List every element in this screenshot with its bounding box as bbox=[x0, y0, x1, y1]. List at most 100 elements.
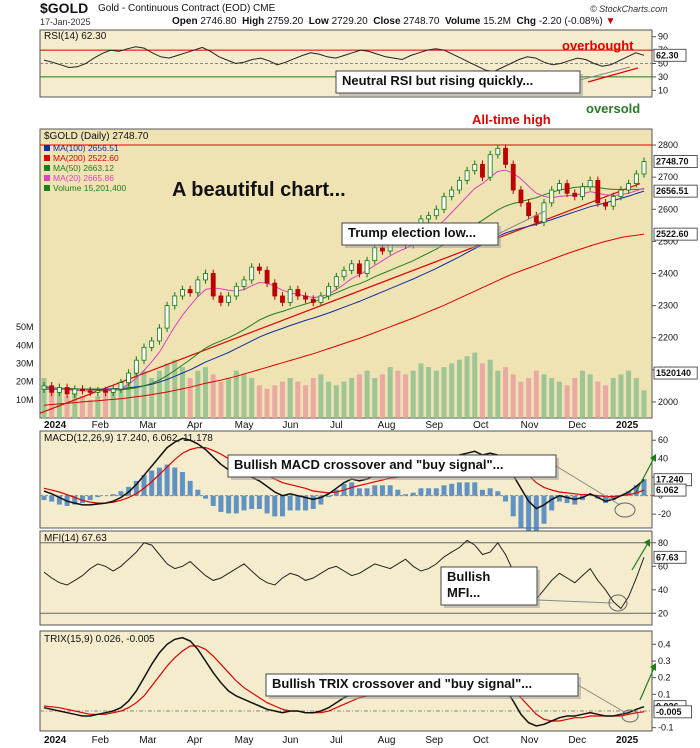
volume-bar bbox=[564, 385, 570, 418]
price-tick-label: 2300 bbox=[658, 301, 678, 311]
low-label: Low bbox=[308, 16, 329, 27]
close-label: Close bbox=[373, 16, 401, 27]
price-tick-label: 2000 bbox=[658, 397, 678, 407]
macd-value-label: 17.240 bbox=[656, 475, 684, 485]
price-value-label-box bbox=[653, 227, 698, 241]
macd-histogram-bar bbox=[503, 495, 509, 502]
candle-body bbox=[256, 266, 262, 271]
volume-bar bbox=[395, 370, 401, 418]
volume-bar bbox=[87, 399, 93, 418]
volume-bar bbox=[495, 370, 501, 418]
macd-histogram-bar bbox=[379, 485, 385, 496]
volume-bar bbox=[249, 378, 255, 418]
macd-histogram-bar bbox=[518, 495, 524, 529]
chart-header: $GOLD Gold - Continuous Contract (EOD) C… bbox=[0, 0, 700, 30]
candle-body bbox=[133, 359, 139, 374]
macd-histogram-bar bbox=[279, 495, 285, 517]
macd-histogram-bar bbox=[495, 491, 501, 496]
volume-bar bbox=[426, 367, 432, 418]
mfi-panel bbox=[39, 530, 653, 626]
candle-body bbox=[303, 295, 308, 300]
price-value-label: 2522.60 bbox=[656, 229, 689, 239]
candle-body bbox=[164, 305, 170, 329]
volume-bar bbox=[618, 374, 624, 418]
price-tick-label: 2800 bbox=[658, 140, 678, 150]
volume-bar bbox=[318, 374, 324, 418]
mfi-callout-text: MFI... bbox=[447, 585, 480, 600]
volume-bar bbox=[72, 392, 78, 418]
price-tick-label: 2200 bbox=[658, 333, 678, 343]
price-x-tick-label: Mar bbox=[139, 420, 157, 431]
candle-body bbox=[456, 179, 462, 191]
candle-body bbox=[249, 266, 255, 281]
volume-bar bbox=[326, 381, 332, 418]
volume-bar bbox=[641, 390, 647, 418]
candle-body bbox=[641, 161, 647, 175]
volume-bar bbox=[541, 374, 547, 418]
candle-body bbox=[87, 390, 93, 393]
price-x-tick-label: Sep bbox=[425, 420, 443, 431]
mfi-low-circle bbox=[608, 594, 628, 612]
macd-histogram-bar bbox=[487, 488, 493, 496]
trix-x-tick-label: Aug bbox=[378, 735, 396, 746]
price-x-tick-label: Nov bbox=[521, 420, 539, 431]
volume-bar bbox=[349, 378, 355, 418]
trix-callout-box bbox=[265, 673, 579, 697]
macd-histogram-bar bbox=[533, 495, 539, 538]
price-value-label: 2656.51 bbox=[656, 186, 689, 196]
oversold-annotation: oversold bbox=[586, 101, 640, 116]
macd-histogram-bar bbox=[264, 495, 270, 514]
macd-histogram-bar bbox=[418, 488, 424, 496]
macd-histogram-bar bbox=[472, 482, 478, 496]
macd-histogram-bar bbox=[626, 491, 632, 496]
macd-histogram-bar bbox=[610, 495, 616, 501]
volume-bar bbox=[587, 374, 593, 418]
macd-value-label-box bbox=[653, 483, 687, 497]
candle-body bbox=[95, 390, 101, 393]
election-callout-leader bbox=[497, 210, 546, 235]
volume-bar bbox=[526, 378, 532, 418]
rsi-callout-leader bbox=[579, 66, 631, 81]
volume-bar bbox=[295, 381, 301, 418]
high-value: 2759.20 bbox=[267, 16, 304, 27]
volume-bar bbox=[195, 370, 201, 418]
rsi-line bbox=[43, 46, 645, 73]
volume-bar bbox=[456, 359, 462, 418]
candle-body bbox=[595, 179, 601, 204]
volume-bar bbox=[341, 381, 347, 418]
macd-histogram-bar bbox=[95, 495, 101, 498]
volume-bar bbox=[603, 385, 609, 418]
price-value-label-box bbox=[653, 155, 698, 168]
volume-bar bbox=[103, 392, 109, 418]
volume-bar bbox=[64, 396, 70, 418]
trix-arrowhead bbox=[650, 663, 656, 671]
macd-histogram-bar bbox=[441, 485, 447, 496]
macd-histogram-bar bbox=[87, 495, 93, 501]
macd-histogram-bar bbox=[172, 467, 178, 496]
candle-body bbox=[603, 202, 608, 207]
price-x-tick-label: Apr bbox=[187, 420, 203, 431]
candle-body bbox=[187, 289, 193, 294]
macd-histogram-bar bbox=[110, 494, 116, 496]
macd-value-label: 6.062 bbox=[656, 485, 679, 495]
volume-bar bbox=[487, 359, 493, 418]
legend-swatch bbox=[44, 155, 50, 161]
price-x-tick-label: Dec bbox=[568, 420, 586, 431]
price-legend-item: MA(200) 2522.60 bbox=[53, 153, 119, 163]
legend-swatch bbox=[44, 175, 50, 181]
volume-tick-label: 40M bbox=[16, 340, 34, 350]
volume-bar bbox=[556, 381, 562, 418]
volume-bar bbox=[272, 385, 278, 418]
candle-body bbox=[210, 273, 216, 297]
volume-bar bbox=[387, 367, 393, 418]
volume-bar bbox=[179, 367, 185, 418]
macd-callout-text: Bullish MACD crossover and "buy signal".… bbox=[234, 457, 504, 472]
candle-body bbox=[49, 385, 55, 393]
mfi-arrowhead bbox=[644, 539, 650, 547]
price-value-label: 2748.70 bbox=[656, 157, 689, 167]
candle-body bbox=[203, 273, 208, 281]
candle-body bbox=[487, 154, 493, 178]
rsi-trendline bbox=[587, 67, 639, 83]
volume-tick-label: 50M bbox=[16, 322, 34, 332]
